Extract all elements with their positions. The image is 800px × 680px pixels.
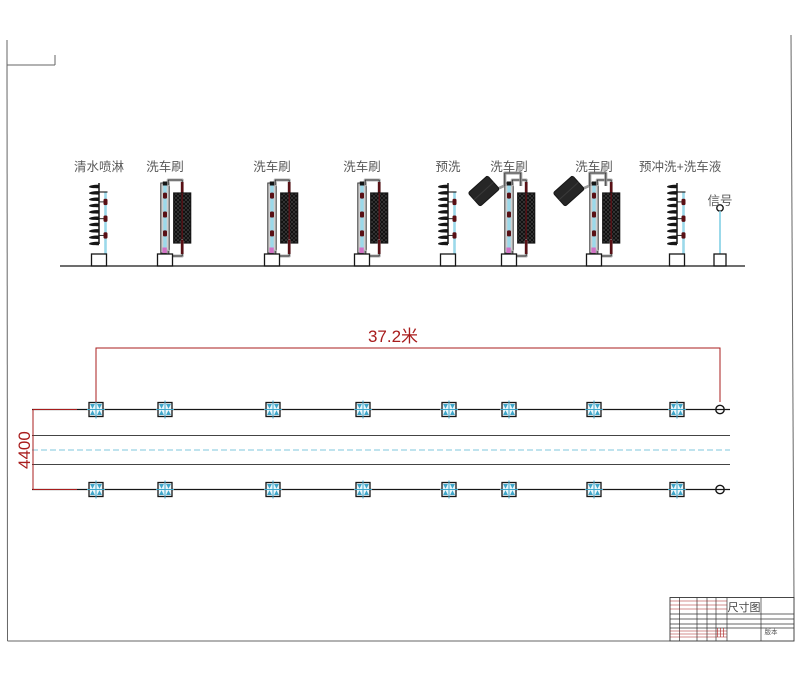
- svg-text:尺寸图: 尺寸图: [728, 600, 761, 614]
- svg-text:版本: 版本: [765, 627, 779, 636]
